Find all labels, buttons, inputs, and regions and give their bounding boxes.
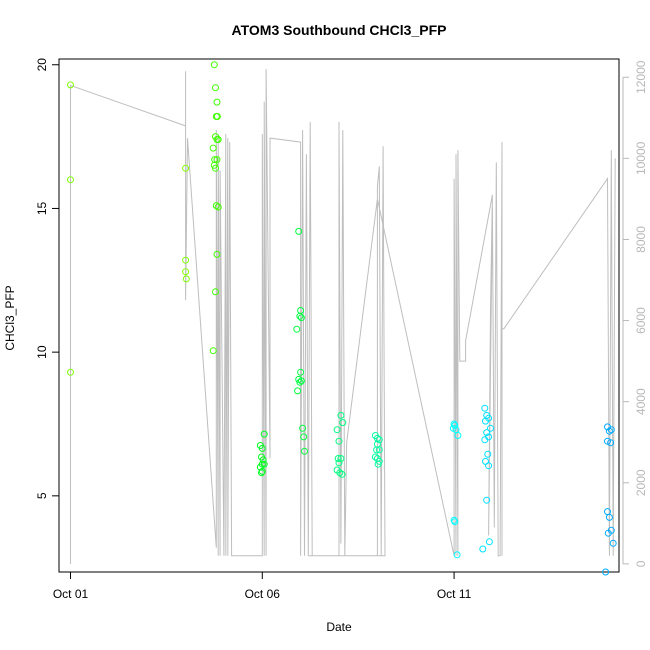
- data-point: [334, 455, 342, 462]
- data-point: [258, 444, 266, 452]
- data-point: [374, 460, 382, 468]
- data-point: [609, 539, 617, 547]
- data-point: [258, 467, 266, 475]
- y2-tick-label: 8000: [634, 226, 648, 253]
- data-point: [335, 437, 343, 445]
- data-point: [296, 378, 304, 386]
- data-point: [213, 156, 221, 164]
- x-tick-label: Oct 01: [53, 587, 89, 601]
- data-point: [294, 387, 302, 395]
- data-point: [67, 176, 74, 184]
- data-point: [209, 144, 217, 152]
- data-point: [67, 368, 74, 376]
- data-point: [209, 347, 217, 355]
- data-point: [297, 377, 305, 385]
- y-tick-label: 15: [35, 201, 49, 215]
- data-point: [481, 436, 489, 444]
- data-point: [299, 424, 307, 432]
- data-point: [479, 545, 487, 553]
- y-axis: 5 10 15 20: [35, 58, 59, 499]
- y2-tick-label: 2000: [634, 469, 648, 496]
- data-point: [182, 268, 190, 276]
- data-point: [481, 404, 489, 412]
- data-point: [607, 426, 615, 434]
- data-point: [182, 275, 190, 283]
- data-point: [605, 427, 613, 435]
- x-axis-label: Date: [326, 620, 352, 634]
- data-point: [259, 456, 267, 464]
- y-tick-label: 5: [35, 492, 49, 499]
- data-point: [213, 98, 221, 106]
- data-point: [67, 81, 74, 89]
- data-point: [483, 429, 491, 437]
- x-tick-label: Oct 06: [245, 587, 281, 601]
- data-point: [338, 470, 346, 478]
- data-point: [260, 430, 268, 438]
- data-point: [296, 312, 304, 320]
- data-point: [451, 518, 459, 526]
- y-axis-label: CHCl3_PFP: [3, 285, 17, 350]
- data-point: [602, 568, 610, 576]
- chart-title: ATOM3 Southbound CHCl3_PFP: [232, 22, 447, 38]
- data-point: [293, 325, 301, 333]
- data-point: [297, 368, 305, 376]
- data-point: [212, 84, 219, 92]
- y2-axis: 0 2000 4000 6000 8000 10000 12000: [622, 60, 648, 567]
- data-point: [213, 113, 221, 120]
- data-point: [605, 513, 613, 521]
- data-point: [214, 203, 222, 211]
- data-point: [339, 419, 347, 427]
- data-point: [212, 202, 220, 210]
- data-point: [212, 288, 219, 296]
- data-point: [485, 462, 493, 470]
- data-point: [373, 446, 381, 454]
- y2-tick-label: 6000: [634, 307, 648, 334]
- data-point: [333, 426, 341, 434]
- data-point: [371, 453, 379, 461]
- data-points: [67, 61, 617, 576]
- data-point: [212, 164, 219, 172]
- y2-tick-label: 10000: [634, 141, 648, 175]
- y-tick-label: 10: [35, 345, 49, 359]
- data-point: [297, 314, 305, 322]
- y2-tick-label: 12000: [634, 60, 648, 94]
- data-point: [482, 457, 489, 465]
- data-point: [485, 538, 493, 546]
- data-point: [483, 496, 491, 504]
- altitude-track: [70, 69, 616, 564]
- data-point: [337, 411, 345, 419]
- data-point: [607, 439, 615, 447]
- data-point: [258, 469, 265, 477]
- x-tick-label: Oct 11: [437, 587, 472, 601]
- data-point: [300, 433, 308, 441]
- data-point: [375, 436, 383, 444]
- data-point: [182, 164, 190, 172]
- y-tick-label: 20: [35, 58, 49, 72]
- data-point: [210, 61, 218, 69]
- data-point: [454, 432, 462, 439]
- data-point: [482, 417, 489, 425]
- plot-frame: [58, 58, 620, 573]
- data-point: [604, 529, 612, 537]
- data-point: [337, 455, 345, 462]
- data-point: [301, 447, 308, 455]
- data-point: [453, 551, 461, 559]
- data-point: [214, 136, 222, 143]
- data-point: [182, 256, 190, 264]
- data-point: [487, 424, 494, 432]
- y2-tick-label: 0: [634, 560, 648, 567]
- altitude-line: [70, 69, 616, 564]
- data-point: [213, 250, 221, 258]
- data-point: [375, 446, 383, 454]
- data-point: [295, 227, 303, 235]
- data-point: [335, 459, 343, 467]
- y2-tick-label: 4000: [634, 388, 648, 415]
- x-axis: Oct 01 Oct 06 Oct 11: [53, 572, 472, 601]
- data-point: [484, 450, 492, 458]
